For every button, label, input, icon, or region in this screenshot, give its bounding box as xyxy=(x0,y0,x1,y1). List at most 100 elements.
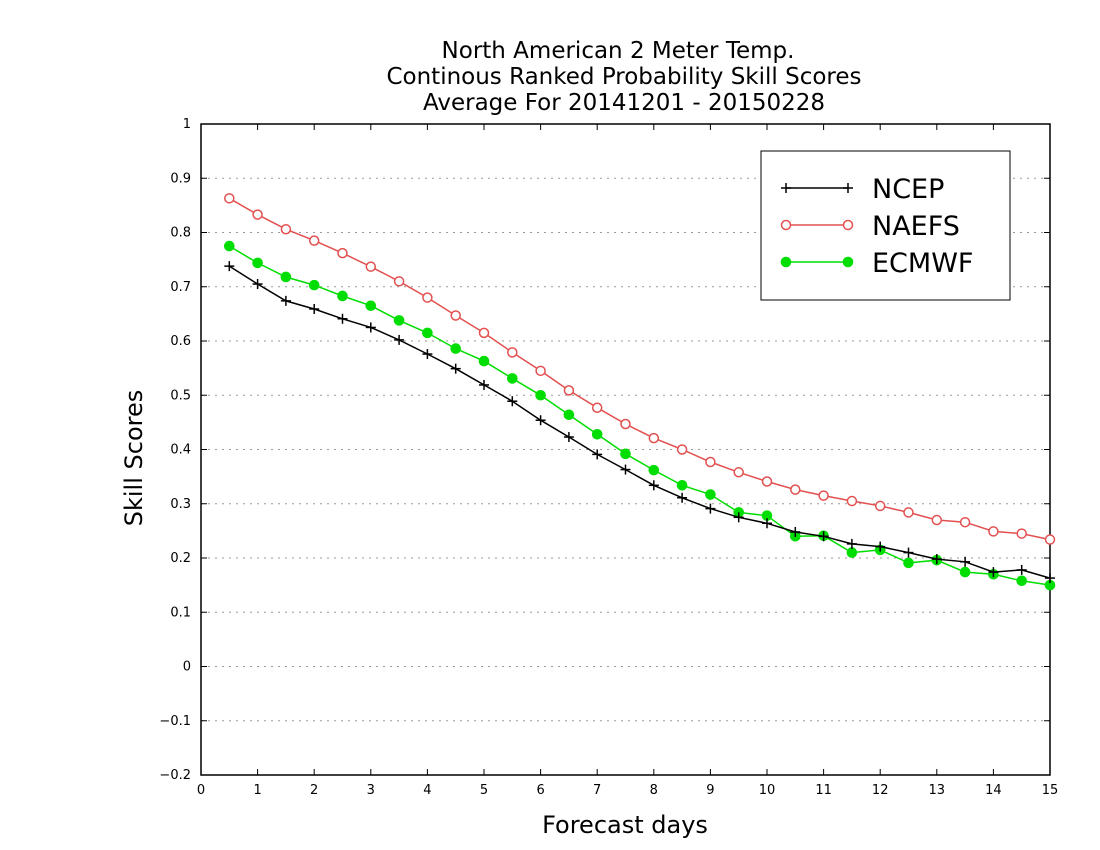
y-tick-label: 0.6 xyxy=(170,334,191,349)
legend-marker-ecmwf xyxy=(780,256,792,268)
data-point-ecmwf xyxy=(846,547,858,558)
data-point-naefs xyxy=(761,476,773,487)
data-point-naefs xyxy=(874,500,886,512)
data-point-ncep xyxy=(224,261,235,272)
x-tick-label: 7 xyxy=(593,783,601,798)
data-point-ncep xyxy=(309,303,320,314)
data-point-naefs xyxy=(1016,528,1027,539)
data-point-naefs xyxy=(308,235,320,246)
data-point-ncep xyxy=(931,554,942,565)
data-point-ecmwf xyxy=(507,373,518,384)
data-point-naefs xyxy=(846,495,858,507)
legend-marker-ecmwf xyxy=(842,256,854,268)
legend: NCEP NAEFS ECMWF xyxy=(760,150,1011,301)
series-layer xyxy=(224,193,1056,591)
x-tick-label: 12 xyxy=(872,783,889,798)
title-line-1: North American 2 Meter Temp. xyxy=(442,38,795,64)
title-line-3: Average For 20141201 - 20150228 xyxy=(423,90,825,116)
data-point-naefs xyxy=(733,467,744,478)
x-axis-label: Forecast days xyxy=(542,811,708,839)
data-point-naefs xyxy=(959,516,971,528)
x-tick-label: 5 xyxy=(480,783,488,798)
data-point-ncep xyxy=(846,538,857,549)
data-point-naefs xyxy=(591,402,603,413)
data-point-ncep xyxy=(394,334,405,345)
x-tick-label: 13 xyxy=(929,783,946,798)
x-tick-label: 4 xyxy=(423,783,431,798)
x-tick-label: 14 xyxy=(985,783,1002,798)
series-naefs xyxy=(224,193,1056,545)
data-point-naefs xyxy=(393,276,405,287)
data-point-ncep xyxy=(818,531,829,542)
data-point-naefs xyxy=(422,292,433,303)
data-point-ncep xyxy=(592,449,603,460)
data-point-ncep xyxy=(1045,573,1055,584)
data-point-ecmwf xyxy=(648,464,660,476)
axes: 0 1 2 3 4 5 6 7 8 9 10 11 12 13 14 15−0.2−0.100.10.20.3… xyxy=(159,117,1058,798)
data-point-naefs xyxy=(280,223,292,235)
data-point-naefs xyxy=(563,385,575,396)
data-point-ncep xyxy=(875,541,886,552)
x-tick-label: 1 xyxy=(253,783,261,798)
data-point-naefs xyxy=(790,484,801,495)
data-point-ecmwf xyxy=(903,557,914,569)
x-tick-label: 10 xyxy=(759,783,776,798)
y-tick-label: 0.2 xyxy=(170,551,191,566)
data-point-ecmwf xyxy=(365,300,377,312)
data-point-ecmwf xyxy=(591,429,603,440)
y-tick-label: 0.9 xyxy=(170,171,191,186)
data-point-ncep xyxy=(450,363,461,374)
data-point-ncep xyxy=(507,396,518,407)
x-tick-label: 8 xyxy=(650,783,658,798)
x-tick-label: 2 xyxy=(310,783,318,798)
data-point-ncep xyxy=(1016,564,1027,575)
legend-marker-naefs xyxy=(780,219,792,231)
data-point-ncep xyxy=(337,313,348,324)
y-tick-label: −0.1 xyxy=(159,714,191,729)
data-point-ecmwf xyxy=(478,355,490,367)
legend-label-ncep: NCEP xyxy=(872,174,944,205)
data-point-ecmwf xyxy=(393,315,405,326)
data-point-ecmwf xyxy=(563,409,575,421)
data-point-naefs xyxy=(365,261,377,272)
data-point-ncep xyxy=(733,512,744,523)
data-point-naefs xyxy=(931,514,943,526)
data-point-ncep xyxy=(280,295,291,306)
legend-label-naefs: NAEFS xyxy=(872,211,960,242)
x-tick-label: 6 xyxy=(536,783,544,798)
data-point-ncep xyxy=(903,547,914,558)
data-point-naefs xyxy=(620,418,631,430)
data-point-ecmwf xyxy=(676,480,688,491)
y-axis-label: Skill Scores xyxy=(120,390,148,527)
y-tick-label: 0.8 xyxy=(170,226,191,241)
legend-marker-ncep xyxy=(843,183,853,193)
data-point-ncep xyxy=(705,503,716,514)
y-tick-label: 0.1 xyxy=(170,605,191,620)
data-point-ecmwf xyxy=(705,489,716,500)
data-point-ncep xyxy=(762,518,772,529)
data-point-ncep xyxy=(422,349,433,360)
data-point-ecmwf xyxy=(535,389,546,401)
data-point-naefs xyxy=(478,327,490,339)
data-point-ecmwf xyxy=(224,240,235,252)
x-tick-label: 11 xyxy=(815,783,832,798)
y-tick-label: 1 xyxy=(183,117,191,132)
data-point-naefs xyxy=(648,432,660,444)
x-tick-label: 0 xyxy=(197,783,205,798)
data-point-ncep xyxy=(535,415,546,426)
data-point-ncep xyxy=(648,480,659,491)
data-point-ncep xyxy=(677,492,688,503)
data-point-naefs xyxy=(903,507,914,518)
legend-label-ecmwf: ECMWF xyxy=(872,248,973,279)
title-line-2: Continous Ranked Probability Skill Score… xyxy=(386,64,861,90)
y-tick-label: 0.4 xyxy=(170,443,191,458)
data-point-naefs xyxy=(705,456,716,468)
data-point-naefs xyxy=(252,209,263,220)
legend-marker-naefs xyxy=(842,219,854,231)
x-tick-label: 3 xyxy=(367,783,375,798)
data-point-ncep xyxy=(365,322,376,333)
series-ncep xyxy=(224,261,1055,584)
data-point-ncep xyxy=(620,464,631,475)
data-point-naefs xyxy=(224,193,235,204)
